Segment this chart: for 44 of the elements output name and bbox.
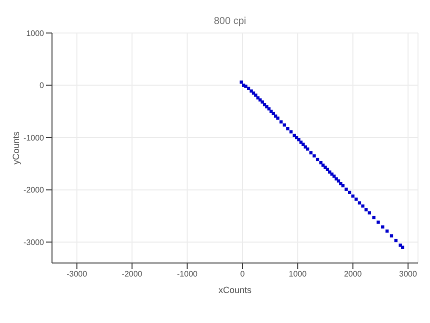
- y-tick-label: 1000: [26, 28, 45, 38]
- point: [390, 234, 394, 238]
- point: [400, 246, 404, 249]
- x-tick-label: 0: [240, 270, 246, 279]
- point: [244, 84, 248, 88]
- point: [361, 204, 364, 208]
- point: [302, 142, 305, 146]
- y-tick-label: -1000: [24, 133, 45, 142]
- point: [354, 198, 358, 201]
- point: [297, 138, 300, 142]
- point: [332, 174, 336, 178]
- point: [344, 188, 348, 191]
- y-tick-label: -2000: [24, 186, 45, 195]
- chart-subtitle: 800 cpi: [212, 16, 248, 27]
- x-tick-label: 3000: [399, 270, 418, 279]
- point: [286, 127, 290, 130]
- y-tick-label: -3000: [24, 238, 45, 247]
- point: [254, 94, 258, 97]
- point: [324, 166, 327, 169]
- point: [256, 96, 260, 100]
- y-tick-label: 0: [40, 81, 45, 90]
- point: [381, 225, 384, 229]
- point: [267, 107, 271, 110]
- point: [289, 130, 293, 134]
- x-tick-label: 2000: [344, 270, 362, 279]
- point: [312, 154, 316, 158]
- point: [368, 211, 372, 214]
- x-axis-title: xCounts: [218, 285, 252, 295]
- point: [376, 220, 380, 224]
- point: [276, 116, 280, 120]
- point: [250, 89, 253, 93]
- point: [372, 216, 376, 220]
- point: [334, 177, 338, 180]
- x-tick-label: -1000: [177, 270, 198, 279]
- point: [319, 161, 322, 164]
- point: [309, 151, 313, 154]
- point: [364, 208, 368, 212]
- point: [240, 80, 243, 84]
- point: [292, 134, 296, 138]
- x-tick-label: -3000: [66, 270, 88, 279]
- point: [260, 100, 264, 104]
- y-axis-title: yCounts: [11, 131, 22, 165]
- x-tick-label: 1000: [288, 270, 308, 279]
- x-tick-label: -2000: [122, 270, 143, 279]
